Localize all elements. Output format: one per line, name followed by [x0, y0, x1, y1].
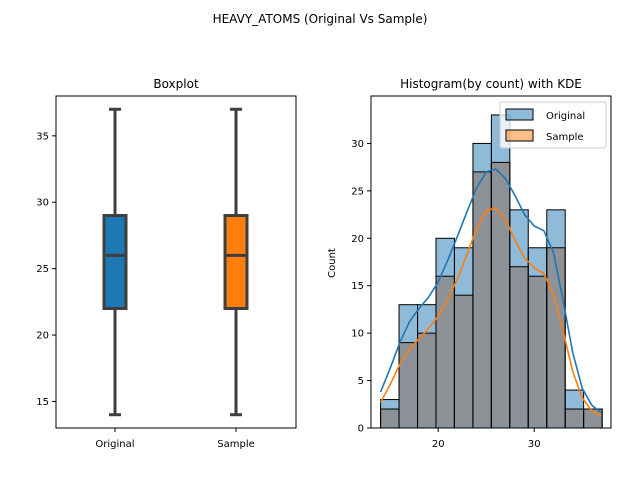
histogram-y-tick-label: 30 [351, 139, 364, 150]
histogram-y-tick-label: 5 [358, 376, 364, 387]
histogram-y-tick-label: 10 [351, 329, 364, 340]
boxplot-y-tick-label: 25 [36, 264, 49, 275]
histogram-plot-area: 0 5 10 15 20 25 30 20 30 [351, 95, 612, 450]
histogram-bar-original [565, 390, 584, 410]
boxplot-y-tick-label: 20 [36, 331, 49, 342]
boxplot-axes-frame [55, 95, 297, 429]
boxplot-panel: Boxplot 15 20 25 30 35 Original Sample [36, 77, 297, 450]
histogram-bar-sample [565, 409, 584, 428]
kde-line-sample [379, 207, 602, 417]
boxplot-y-tick-label: 35 [36, 131, 49, 142]
boxplot-title: Boxplot [153, 77, 199, 91]
histogram-bar-sample [472, 171, 492, 428]
histogram-x-tick-label: 20 [432, 439, 445, 450]
box-original [102, 107, 128, 417]
boxplot-y-tick-label: 15 [36, 397, 49, 408]
legend-swatch-sample [505, 129, 534, 142]
histogram-bar-original [380, 399, 400, 410]
histogram-bar-original [454, 247, 473, 296]
box-iqr [102, 214, 128, 310]
histogram-bar-sample [417, 333, 436, 428]
histogram-y-axis-label: Count [327, 248, 338, 278]
histogram-bar-sample [454, 295, 473, 428]
histogram-legend: Original Sample [499, 101, 607, 149]
histogram-x-tick-label: 30 [528, 439, 541, 450]
histogram-y-tick-label: 25 [351, 186, 364, 197]
histogram-y-tick-label: 20 [351, 234, 364, 245]
legend-label-sample: Sample [546, 132, 584, 143]
boxplot-x-tick-label: Original [95, 439, 134, 450]
histogram-bar-original [528, 247, 547, 277]
histogram-panel: Histogram(by count) with KDE 0 5 10 15 20 25 3… [327, 77, 612, 450]
kde-line-original [379, 168, 602, 414]
legend-swatch-original [505, 108, 534, 121]
boxplot-plot-area: 15 20 25 30 35 Original Sample [36, 95, 297, 450]
histogram-bar-sample [546, 247, 566, 428]
histogram-y-tick-label: 0 [358, 424, 364, 435]
histogram-axes-frame [370, 95, 612, 429]
histogram-y-tick-label: 15 [351, 281, 364, 292]
histogram-bar-original [546, 209, 566, 248]
histogram-bar-sample [399, 342, 418, 428]
histogram-bar-original [417, 304, 436, 334]
histogram-title: Histogram(by count) with KDE [400, 77, 582, 91]
histogram-bar-original [509, 209, 529, 267]
boxplot-y-tick-label: 30 [36, 198, 49, 209]
histogram-bar-original [435, 238, 455, 277]
histogram-bar-sample [435, 276, 455, 428]
legend-label-original: Original [546, 111, 585, 122]
histogram-bar-sample [509, 266, 529, 428]
histogram-bar-sample [491, 162, 510, 428]
histogram-bar-sample [380, 409, 400, 428]
boxplot-x-tick-label: Sample [217, 439, 255, 450]
histogram-bar-sample [528, 276, 547, 428]
box-sample [223, 107, 249, 417]
box-iqr [223, 214, 249, 310]
histogram-bar-original [472, 143, 492, 172]
figure-suptitle: HEAVY_ATOMS (Original Vs Sample) [213, 12, 428, 26]
